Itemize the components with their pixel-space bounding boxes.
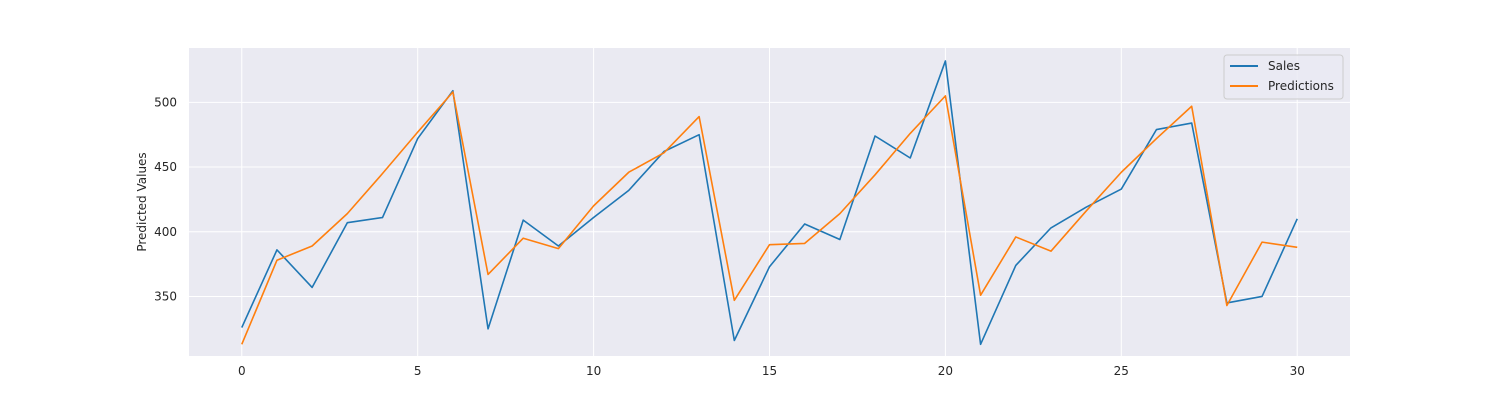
y-tick-label: 500	[154, 95, 177, 109]
y-axis-ticks: 350 400 450 500	[154, 95, 177, 303]
series-line-predictions	[241, 91, 1298, 345]
series-lines	[241, 60, 1298, 346]
legend-label-predictions: Predictions	[1268, 79, 1334, 93]
x-tick-label: 20	[938, 364, 953, 378]
x-tick-label: 0	[238, 364, 246, 378]
x-tick-label: 5	[414, 364, 422, 378]
y-axis-label: Predicted Values	[135, 152, 149, 251]
legend-label-sales: Sales	[1268, 59, 1300, 73]
y-tick-label: 400	[154, 225, 177, 239]
legend: Sales Predictions	[1223, 54, 1344, 100]
x-tick-label: 10	[586, 364, 601, 378]
y-tick-label: 350	[154, 289, 177, 303]
x-tick-label: 30	[1290, 364, 1305, 378]
series-line-sales	[241, 60, 1298, 346]
grid-lines	[189, 48, 1350, 356]
x-tick-label: 15	[762, 364, 777, 378]
y-tick-label: 450	[154, 160, 177, 174]
x-tick-label: 25	[1114, 364, 1129, 378]
x-axis-ticks: 0 5 10 15 20 25 30	[238, 364, 1305, 378]
